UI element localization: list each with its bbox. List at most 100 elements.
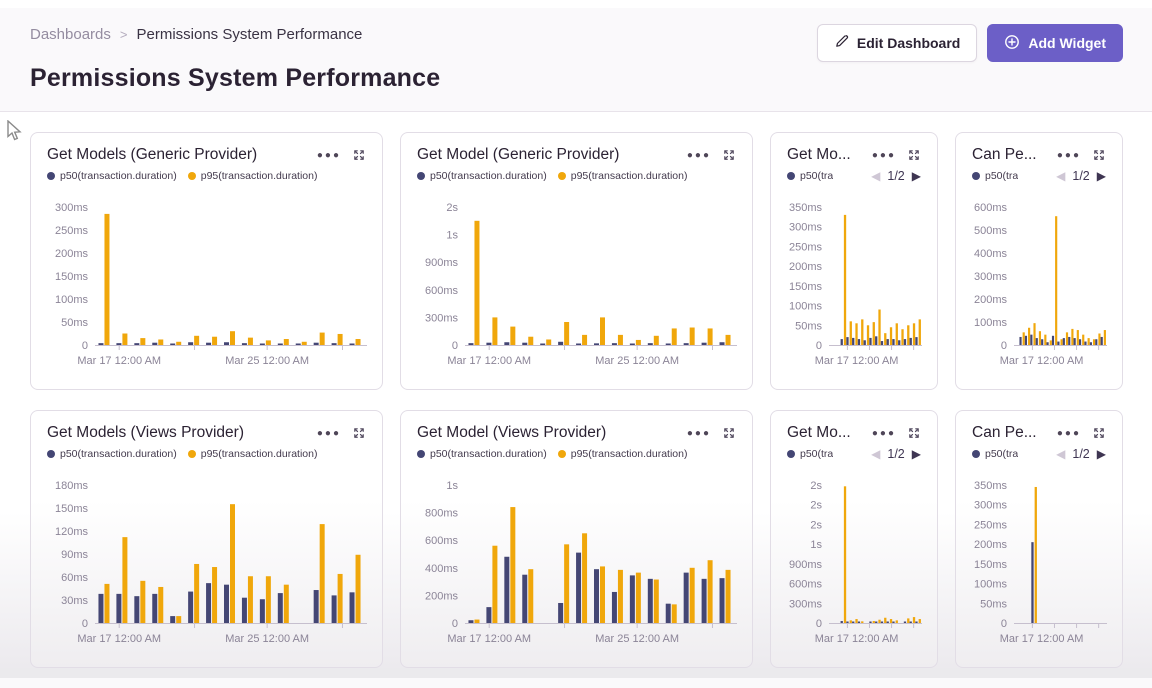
widget-title[interactable]: Get Models (Views Provider)	[47, 424, 244, 441]
legend-item[interactable]: p95(transaction.duration)	[187, 448, 318, 460]
pagination-next-icon[interactable]: ▶	[1096, 447, 1106, 461]
add-widget-button[interactable]: Add Widget	[987, 24, 1123, 62]
pagination-next-icon[interactable]: ▶	[1096, 169, 1106, 183]
svg-text:900ms: 900ms	[425, 257, 459, 269]
pagination-next-icon[interactable]: ▶	[911, 169, 921, 183]
widget-chart[interactable]: 0 300ms 600ms 900ms 1s 2s Mar 17 12:00 AM Mar 2…	[417, 187, 738, 373]
legend-item[interactable]: p50(transaction.duration)	[47, 448, 177, 460]
breadcrumb-dashboards-link[interactable]: Dashboards	[30, 26, 111, 43]
svg-text:Mar 17 12:00 AM: Mar 17 12:00 AM	[447, 355, 531, 367]
widget-expand-icon[interactable]	[907, 148, 921, 162]
svg-text:0: 0	[82, 340, 88, 352]
svg-text:Mar 17 12:00 AM: Mar 17 12:00 AM	[77, 633, 161, 645]
svg-text:600ms: 600ms	[789, 579, 823, 591]
svg-text:150ms: 150ms	[974, 559, 1008, 571]
widget-subheader: p50(transaction.duration) p95(transaction…	[47, 445, 366, 463]
svg-text:300ms: 300ms	[425, 312, 459, 324]
widget-title[interactable]: Get Mo...	[787, 146, 851, 163]
svg-text:Mar 25 12:00 AM: Mar 25 12:00 AM	[225, 633, 309, 645]
widget-title[interactable]: Get Model (Views Provider)	[417, 424, 607, 441]
pagination-prev-icon[interactable]: ◀	[871, 447, 881, 461]
widget-title[interactable]: Get Model (Generic Provider)	[417, 146, 620, 163]
widget-menu-icon[interactable]: ●●●	[1056, 149, 1081, 161]
widget-expand-icon[interactable]	[352, 148, 366, 162]
svg-text:300ms: 300ms	[974, 271, 1008, 283]
widget-menu-icon[interactable]: ●●●	[316, 149, 341, 161]
pagination-label: 1/2	[887, 447, 905, 461]
widget-expand-icon[interactable]	[722, 426, 736, 440]
widget-expand-icon[interactable]	[352, 426, 366, 440]
svg-text:150ms: 150ms	[55, 503, 89, 515]
widget-menu-icon[interactable]: ●●●	[316, 427, 341, 439]
widget-menu-icon[interactable]: ●●●	[871, 427, 896, 439]
widget-header: Get Models (Views Provider) ●●●	[47, 424, 366, 442]
widget-actions: ●●●	[317, 424, 366, 440]
legend-item[interactable]: p50(tra	[972, 170, 1018, 182]
legend-item[interactable]: p50(tra	[972, 448, 1018, 460]
widget-actions: ●●●	[872, 146, 921, 162]
widget-title[interactable]: Get Mo...	[787, 424, 851, 441]
pagination-prev-icon[interactable]: ◀	[1056, 169, 1066, 183]
legend-series-label: p95(transaction.duration)	[200, 170, 318, 182]
legend-series-label: p50(tra	[985, 448, 1019, 460]
dashboard-widget: Get Models (Views Provider) ●●● p50(tran…	[30, 410, 383, 668]
legend-series-label: p95(transaction.duration)	[570, 170, 688, 182]
svg-text:200ms: 200ms	[425, 590, 459, 602]
legend-series-dot	[187, 450, 196, 458]
legend-item[interactable]: p95(transaction.duration)	[557, 448, 688, 460]
widget-expand-icon[interactable]	[1092, 148, 1106, 162]
legend-series-dot	[417, 450, 425, 458]
widget-chart[interactable]: 0 50ms 100ms 150ms 200ms 250ms 300ms 350ms Mar 1…	[787, 187, 923, 373]
svg-text:250ms: 250ms	[974, 519, 1008, 531]
legend-series-dot	[972, 172, 980, 180]
svg-text:350ms: 350ms	[974, 480, 1008, 492]
widget-header: Get Models (Generic Provider) ●●●	[47, 146, 366, 164]
breadcrumb-current: Permissions System Performance	[136, 26, 363, 43]
breadcrumb: Dashboards > Permissions System Performa…	[30, 26, 1122, 43]
widget-expand-icon[interactable]	[1092, 426, 1106, 440]
legend-series-dot	[972, 450, 980, 458]
pagination-prev-icon[interactable]: ◀	[871, 169, 881, 183]
pagination-label: 1/2	[1072, 447, 1090, 461]
svg-text:90ms: 90ms	[61, 549, 88, 561]
widget-chart[interactable]: 0 50ms 100ms 150ms 200ms 250ms 300ms 350ms Mar 1…	[972, 465, 1108, 651]
widget-chart[interactable]: 0 30ms 60ms 90ms 120ms 150ms 180ms Mar 17 12:00…	[47, 465, 368, 651]
legend-item[interactable]: p50(transaction.duration)	[47, 170, 177, 182]
legend-item[interactable]: p95(transaction.duration)	[557, 170, 688, 182]
svg-text:30ms: 30ms	[61, 595, 88, 607]
legend-series-label: p50(tra	[985, 170, 1019, 182]
dashboard-widget: Get Model (Generic Provider) ●●● p50(tra…	[400, 132, 753, 390]
legend-item[interactable]: p50(transaction.duration)	[417, 170, 547, 182]
legend-item[interactable]: p50(tra	[787, 448, 833, 460]
widget-title[interactable]: Get Models (Generic Provider)	[47, 146, 258, 163]
widget-chart[interactable]: 0 200ms 400ms 600ms 800ms 1s Mar 17 12:00 AM Ma…	[417, 465, 738, 651]
edit-dashboard-button[interactable]: Edit Dashboard	[816, 24, 978, 62]
legend-item[interactable]: p95(transaction.duration)	[187, 170, 318, 182]
window-top-strip	[0, 0, 1152, 8]
legend-item[interactable]: p50(tra	[787, 170, 833, 182]
svg-text:400ms: 400ms	[425, 563, 459, 575]
widget-title[interactable]: Can Pe...	[972, 146, 1037, 163]
widget-expand-icon[interactable]	[722, 148, 736, 162]
pagination-next-icon[interactable]: ▶	[911, 447, 921, 461]
svg-text:200ms: 200ms	[55, 248, 89, 260]
widget-menu-icon[interactable]: ●●●	[686, 149, 711, 161]
widget-subheader: p50(tra ◀ 1/2 ▶	[972, 445, 1106, 463]
widget-menu-icon[interactable]: ●●●	[871, 149, 896, 161]
widget-chart[interactable]: 0 100ms 200ms 300ms 400ms 500ms 600ms Mar 17 12…	[972, 187, 1108, 373]
svg-text:2s: 2s	[810, 519, 822, 531]
svg-text:200ms: 200ms	[974, 294, 1008, 306]
widget-chart[interactable]: 0 50ms 100ms 150ms 200ms 250ms 300ms Mar 17 12:…	[47, 187, 368, 373]
widget-pagination: ◀ 1/2 ▶	[1056, 447, 1106, 461]
widget-expand-icon[interactable]	[907, 426, 921, 440]
breadcrumb-separator-icon: >	[119, 27, 128, 42]
pagination-prev-icon[interactable]: ◀	[1056, 447, 1066, 461]
svg-text:180ms: 180ms	[55, 480, 89, 492]
widget-menu-icon[interactable]: ●●●	[686, 427, 711, 439]
legend-item[interactable]: p50(transaction.duration)	[417, 448, 547, 460]
widget-menu-icon[interactable]: ●●●	[1056, 427, 1081, 439]
widget-chart[interactable]: 0 300ms 600ms 900ms 1s 2s 2s 2s Mar 17 12:00 AM	[787, 465, 923, 651]
widget-title[interactable]: Can Pe...	[972, 424, 1037, 441]
svg-text:600ms: 600ms	[974, 202, 1008, 214]
svg-text:0: 0	[82, 618, 88, 630]
